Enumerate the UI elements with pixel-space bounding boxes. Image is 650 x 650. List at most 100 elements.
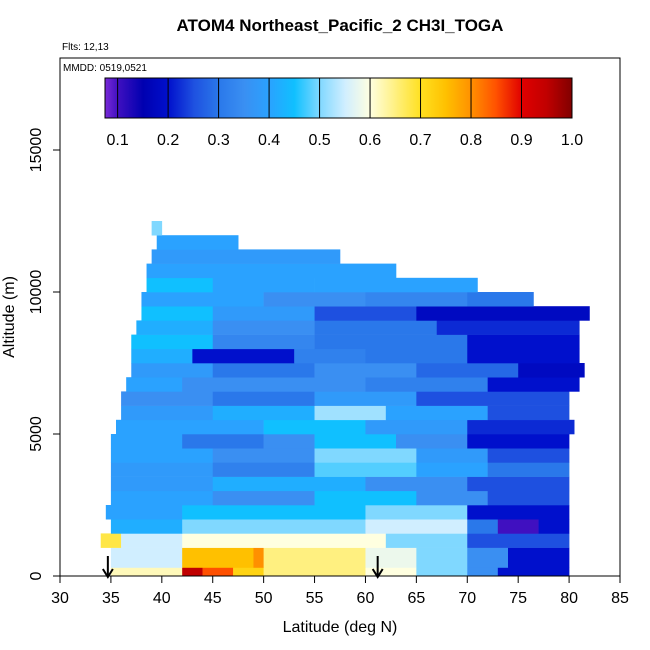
heatmap-cell	[416, 490, 488, 506]
arrow-head	[371, 568, 384, 579]
heatmap-cell	[365, 505, 468, 520]
heatmap-cell	[365, 519, 468, 534]
colorbar-segment	[420, 78, 447, 118]
colorbar-tick-label: 0.3	[207, 132, 229, 149]
heatmap-cell	[131, 334, 214, 350]
heatmap-cell	[212, 476, 366, 492]
plot-frame	[59, 57, 621, 577]
colorbar-segment	[471, 78, 497, 118]
heatmap-cell	[467, 292, 534, 307]
heatmap-cell	[497, 519, 539, 534]
heatmap-cell	[314, 462, 417, 477]
heatmap-cell	[121, 391, 214, 406]
heatmap-cell	[263, 567, 366, 577]
heatmap-cell	[105, 505, 183, 520]
heatmap-cell	[131, 348, 193, 364]
heatmap-cell	[314, 391, 417, 406]
colorbar-segment	[117, 78, 144, 118]
colorbar-frame	[104, 77, 573, 119]
heatmap-cell	[467, 567, 499, 577]
heatmap-cell	[467, 547, 509, 568]
heatmap-cell	[467, 348, 580, 364]
x-tick-label: 50	[255, 590, 273, 607]
heatmap-cell	[314, 490, 417, 506]
colorbar-segment	[142, 78, 169, 118]
heatmap-cell	[487, 448, 570, 463]
heatmap-cell	[416, 391, 570, 406]
colorbar-tick-label: 0.6	[359, 132, 381, 149]
heatmap-cell	[314, 434, 397, 449]
heatmap-cell	[146, 277, 214, 293]
heatmap-cell	[110, 476, 214, 492]
heatmap-cell	[110, 547, 183, 568]
colorbar-tick-label: 0.4	[258, 132, 280, 149]
heatmap-cell	[314, 277, 478, 293]
heatmap-cell	[538, 519, 570, 534]
heatmap-cell	[416, 567, 468, 577]
heatmap-cell	[182, 519, 366, 534]
heatmap-cell	[385, 405, 488, 421]
heatmap-cell	[116, 419, 264, 435]
heatmap-cell	[151, 221, 163, 236]
heatmap-cell	[192, 348, 295, 364]
colorbar-segment	[243, 78, 270, 118]
heatmap-cell	[212, 391, 315, 406]
colorbar-segment	[370, 78, 396, 118]
heatmap-cell	[110, 462, 214, 477]
heatmap-cell	[182, 547, 254, 568]
heatmap-cell	[141, 292, 264, 307]
heatmap-cell	[182, 434, 264, 449]
x-tick-label: 85	[611, 590, 629, 607]
heatmap-cell	[212, 306, 315, 321]
colorbar-segment	[344, 78, 371, 118]
heatmap-cell	[314, 448, 417, 463]
heatmap-cell	[416, 306, 590, 321]
colorbar-tick-label: 0.1	[106, 132, 128, 149]
heatmap-cell	[263, 547, 366, 568]
heatmap-cell	[182, 377, 366, 392]
heatmap-cell	[156, 235, 239, 250]
heatmap-cell	[416, 448, 488, 463]
heatmap-cell	[518, 363, 585, 378]
heatmap-cell	[416, 547, 468, 568]
heatmap-cell	[182, 505, 366, 520]
heatmap-cell	[100, 533, 122, 548]
heatmap-cell	[212, 334, 315, 350]
x-tick-label: 70	[458, 590, 476, 607]
heatmap-cell	[314, 363, 417, 378]
heatmap-cell	[436, 320, 580, 335]
heatmap-cell	[314, 405, 387, 421]
heatmap-cell	[263, 292, 366, 307]
x-tick-label: 55	[306, 590, 324, 607]
colorbar-segment	[105, 78, 119, 118]
heatmap-cell	[202, 567, 234, 577]
heatmap-cell	[314, 334, 468, 350]
heatmap-cell	[121, 405, 214, 421]
heatmap-cell	[385, 533, 468, 548]
colorbar-segment	[546, 78, 573, 118]
colorbar-segment	[521, 78, 548, 118]
heatmap-cell	[151, 249, 341, 264]
heatmap-cell	[467, 334, 580, 350]
colorbar-tick-label: 0.8	[460, 132, 482, 149]
heatmap-cell	[365, 476, 468, 492]
heatmap-cell	[212, 320, 315, 335]
colorbar-segment	[395, 78, 421, 118]
heatmap-cell	[467, 505, 570, 520]
colorbar-segment	[496, 78, 522, 118]
heatmap-cell	[487, 405, 570, 421]
x-axis-label: Latitude (deg N)	[283, 619, 398, 636]
heatmap-cell	[110, 567, 183, 577]
arrow-head	[102, 568, 114, 579]
heatmap-cell	[212, 277, 315, 293]
x-tick-label: 30	[51, 590, 69, 607]
heatmap-cell	[365, 292, 468, 307]
heatmap-cell	[263, 533, 387, 548]
heatmap-cell	[263, 434, 315, 449]
heatmap-cell	[253, 547, 264, 568]
heatmap-cell	[467, 419, 575, 435]
dates-note: MMDD: 0519,0521	[63, 63, 147, 74]
heatmap-cell	[487, 377, 580, 392]
colorbar-tick-label: 0.7	[409, 132, 431, 149]
